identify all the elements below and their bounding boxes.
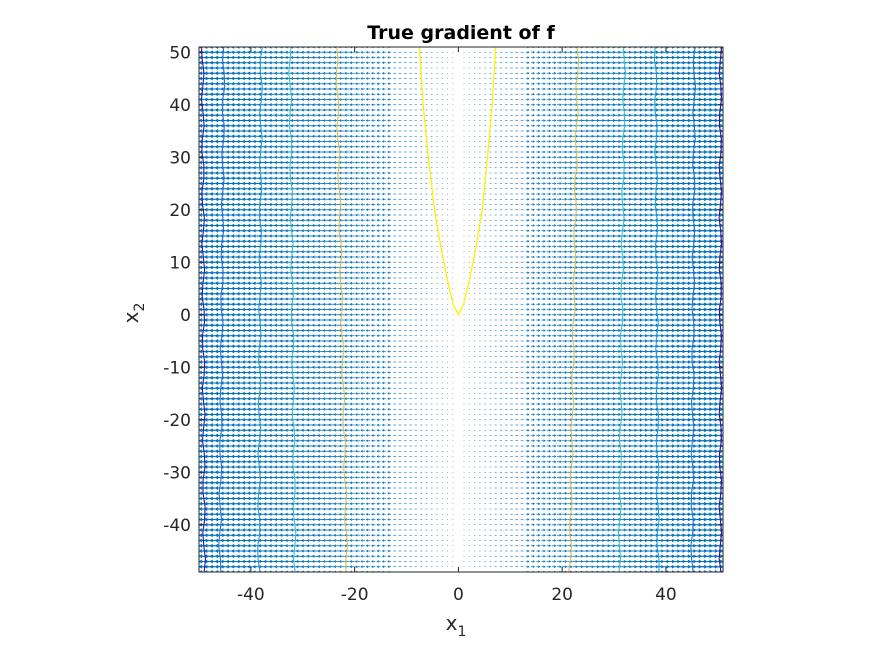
chart-figure: -40 -20 0 20 40 -40-30-20-1001020304050 True… — [0, 0, 891, 645]
